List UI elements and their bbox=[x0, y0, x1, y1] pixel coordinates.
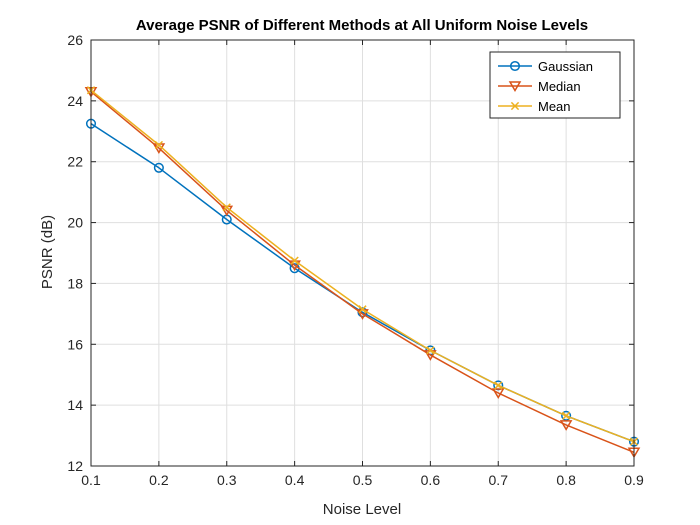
x-tick-label: 0.3 bbox=[217, 472, 237, 488]
legend-marker-median bbox=[508, 81, 522, 92]
legend-marker-mean bbox=[510, 101, 520, 111]
y-tick-label: 14 bbox=[67, 397, 83, 413]
data-point-mean bbox=[290, 256, 299, 265]
tick-layer: 0.1 0.2 0.3 0.4 0.5 0.6 0.7 0.8 0.9 12 14 16 18 20 22 2… bbox=[67, 32, 644, 488]
data-point-mean bbox=[561, 411, 571, 420]
x-tick-label: 0.7 bbox=[489, 472, 509, 488]
data-point-mean bbox=[494, 381, 503, 390]
data-point-mean bbox=[358, 305, 367, 314]
y-tick-label: 18 bbox=[67, 275, 83, 291]
legend-item-gaussian: Gaussian bbox=[498, 59, 593, 74]
x-tick-label: 0.1 bbox=[81, 472, 101, 488]
y-tick-label: 20 bbox=[67, 215, 83, 231]
x-tick-label: 0.4 bbox=[285, 472, 305, 488]
legend-item-mean: Mean bbox=[498, 99, 571, 114]
series-layer bbox=[84, 86, 641, 459]
legend-label-gaussian: Gaussian bbox=[538, 59, 593, 74]
y-tick-label: 16 bbox=[67, 336, 83, 352]
data-point-median bbox=[491, 388, 505, 399]
data-point-gaussian bbox=[561, 410, 572, 421]
y-axis-label: PSNR (dB) bbox=[39, 215, 56, 289]
y-tick-label: 26 bbox=[67, 32, 83, 48]
y-tick-label: 12 bbox=[67, 458, 83, 474]
x-axis-label: Noise Level bbox=[323, 501, 401, 518]
legend: Gaussian Median Mean bbox=[489, 51, 621, 119]
data-point-gaussian bbox=[153, 162, 164, 173]
chart-title: Average PSNR of Different Methods at All… bbox=[136, 17, 588, 34]
x-tick-label: 0.8 bbox=[556, 472, 576, 488]
data-point-mean bbox=[426, 346, 435, 355]
series-mean bbox=[86, 86, 639, 446]
legend-item-median: Median bbox=[498, 79, 581, 94]
data-point-median bbox=[559, 420, 573, 431]
x-tick-label: 0.9 bbox=[624, 472, 644, 488]
x-tick-label: 0.5 bbox=[353, 472, 373, 488]
series-line-median bbox=[90, 91, 635, 454]
y-tick-label: 22 bbox=[67, 154, 83, 170]
data-point-mean bbox=[154, 140, 164, 150]
x-tick-label: 0.2 bbox=[149, 472, 169, 488]
y-tick-label: 24 bbox=[67, 93, 83, 109]
legend-label-median: Median bbox=[538, 79, 581, 94]
legend-label-mean: Mean bbox=[538, 99, 571, 114]
data-point-mean bbox=[222, 203, 231, 212]
x-tick-label: 0.6 bbox=[421, 472, 441, 488]
legend-marker-gaussian bbox=[509, 60, 521, 72]
